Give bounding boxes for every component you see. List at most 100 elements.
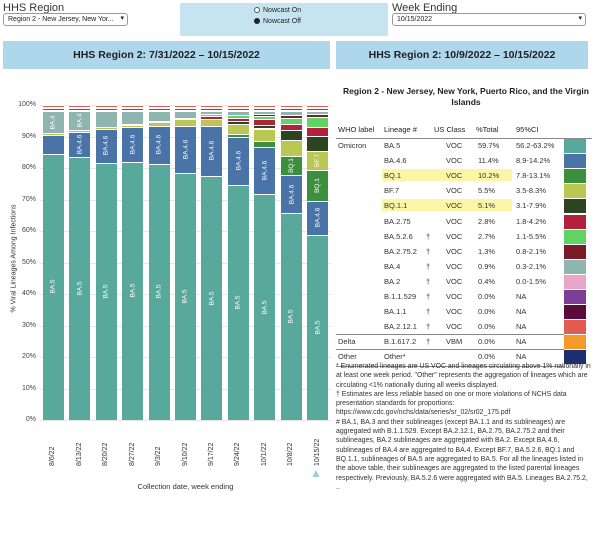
bar-segment[interactable]: [69, 131, 91, 133]
stacked-bar[interactable]: BA.5 BA.4.6: [254, 105, 276, 420]
bar-segment[interactable]: [307, 234, 329, 420]
bar-segment[interactable]: [227, 133, 249, 137]
bar-segment[interactable]: [254, 147, 276, 195]
bar-segment[interactable]: [254, 106, 276, 109]
stacked-bar[interactable]: BA.5 BA.4: [42, 105, 64, 420]
bar-segment[interactable]: [148, 105, 170, 107]
bar-segment[interactable]: [254, 109, 276, 112]
bar-segment[interactable]: [307, 111, 329, 115]
bar-segment[interactable]: [307, 169, 329, 201]
bar-segment[interactable]: [201, 109, 223, 112]
stacked-bar[interactable]: BA.5 BA.4.6 BQ.1 BF.7: [307, 105, 329, 420]
bar-segment[interactable]: [307, 106, 329, 109]
bar-segment[interactable]: [280, 111, 302, 115]
bar-segment[interactable]: [95, 126, 117, 128]
bar-segment[interactable]: [201, 106, 223, 109]
region-select[interactable]: Region 2 - New Jersey, New Yor... ▾: [3, 13, 128, 26]
bar-segment[interactable]: [201, 114, 223, 116]
bar-segment[interactable]: [122, 123, 144, 125]
stacked-bar[interactable]: BA.5 BA.4.6 BA.4: [69, 105, 91, 420]
bar-segment[interactable]: [227, 120, 249, 125]
bar-segment[interactable]: [42, 109, 64, 112]
stacked-bar[interactable]: BA.5 BA.4.6: [175, 105, 196, 420]
bar-segment[interactable]: [148, 122, 170, 124]
bar-segment[interactable]: [201, 125, 223, 127]
bar-segment[interactable]: [148, 125, 170, 127]
bar-segment[interactable]: [148, 120, 170, 122]
bar-segment[interactable]: [95, 106, 117, 109]
bar-segment[interactable]: [175, 125, 196, 127]
bar-segment[interactable]: [254, 125, 276, 129]
bar-segment[interactable]: [148, 109, 170, 112]
bar-segment[interactable]: [69, 130, 91, 132]
bar-segment[interactable]: [201, 176, 223, 420]
bar-segment[interactable]: [280, 124, 302, 131]
bar-segment[interactable]: [95, 111, 117, 127]
bar-segment[interactable]: [122, 111, 144, 124]
bar-segment[interactable]: [175, 105, 196, 107]
bar-segment[interactable]: [122, 105, 144, 107]
bar-segment[interactable]: [175, 106, 196, 109]
bar-segment[interactable]: [227, 108, 249, 110]
bar-segment[interactable]: [122, 161, 144, 420]
bar-segment[interactable]: [280, 108, 302, 110]
stacked-bar[interactable]: BA.5 BA.4.6: [95, 105, 117, 420]
bar-segment[interactable]: [227, 184, 249, 420]
bar-segment[interactable]: [148, 106, 170, 109]
bar-segment[interactable]: [69, 111, 91, 131]
bar-segment[interactable]: [307, 114, 329, 118]
bar-segment[interactable]: [69, 106, 91, 109]
bar-segment[interactable]: [227, 114, 249, 116]
bar-segment[interactable]: [307, 135, 329, 152]
bar-segment[interactable]: [254, 105, 276, 107]
bar-segment[interactable]: [42, 133, 64, 135]
bar-segment[interactable]: [201, 119, 223, 121]
bar-segment[interactable]: [307, 200, 329, 235]
stacked-bar[interactable]: BA.5 BA.4.6: [201, 105, 223, 420]
week-ending-select[interactable]: 10/15/2022 ▾: [392, 13, 586, 26]
stacked-bar[interactable]: BA.5 BA.4.6: [122, 105, 144, 420]
stacked-bar[interactable]: BA.5 BA.4.6 BQ.1: [280, 105, 302, 420]
bar-segment[interactable]: [254, 114, 276, 116]
radio-unchecked-icon[interactable]: [254, 7, 260, 13]
bar-segment[interactable]: [42, 153, 64, 420]
bar-segment[interactable]: [122, 109, 144, 112]
bar-segment[interactable]: [201, 116, 223, 120]
bar-segment[interactable]: [280, 140, 302, 156]
bar-segment[interactable]: [201, 108, 223, 110]
bar-segment[interactable]: [280, 109, 302, 112]
bar-segment[interactable]: [307, 151, 329, 170]
nowcast-on-option[interactable]: Nowcast On: [254, 7, 301, 14]
bar-segment[interactable]: [122, 106, 144, 109]
bar-segment[interactable]: [307, 117, 329, 127]
bar-segment[interactable]: [227, 117, 249, 121]
stacked-bar[interactable]: BA.5 BA.4.6: [227, 105, 249, 420]
bar-segment[interactable]: [122, 125, 144, 127]
bar-segment[interactable]: [42, 108, 64, 110]
bar-segment[interactable]: [280, 175, 302, 214]
bar-segment[interactable]: [254, 111, 276, 115]
bar-segment[interactable]: [254, 194, 276, 420]
bar-segment[interactable]: [148, 163, 170, 420]
bar-segment[interactable]: [254, 108, 276, 110]
bar-segment[interactable]: [307, 108, 329, 110]
bar-segment[interactable]: [42, 134, 64, 136]
bar-segment[interactable]: [95, 105, 117, 107]
bar-segment[interactable]: [307, 109, 329, 112]
bar-segment[interactable]: [227, 111, 249, 115]
bar-segment[interactable]: [307, 126, 329, 136]
bar-segment[interactable]: [175, 117, 196, 119]
bar-segment[interactable]: [42, 134, 64, 154]
bar-segment[interactable]: [122, 127, 144, 129]
nowcast-off-option[interactable]: Nowcast Off: [254, 18, 301, 25]
bar-segment[interactable]: [42, 105, 64, 107]
bar-segment[interactable]: [280, 114, 302, 118]
bar-segment[interactable]: [280, 213, 302, 420]
bar-segment[interactable]: [175, 111, 196, 118]
bar-segment[interactable]: [42, 111, 64, 134]
bar-segment[interactable]: [254, 115, 276, 120]
stacked-bar[interactable]: BA.5 BA.4.6: [148, 105, 170, 420]
bar-segment[interactable]: [69, 108, 91, 110]
bar-segment[interactable]: [148, 108, 170, 110]
bar-segment[interactable]: [95, 128, 117, 130]
